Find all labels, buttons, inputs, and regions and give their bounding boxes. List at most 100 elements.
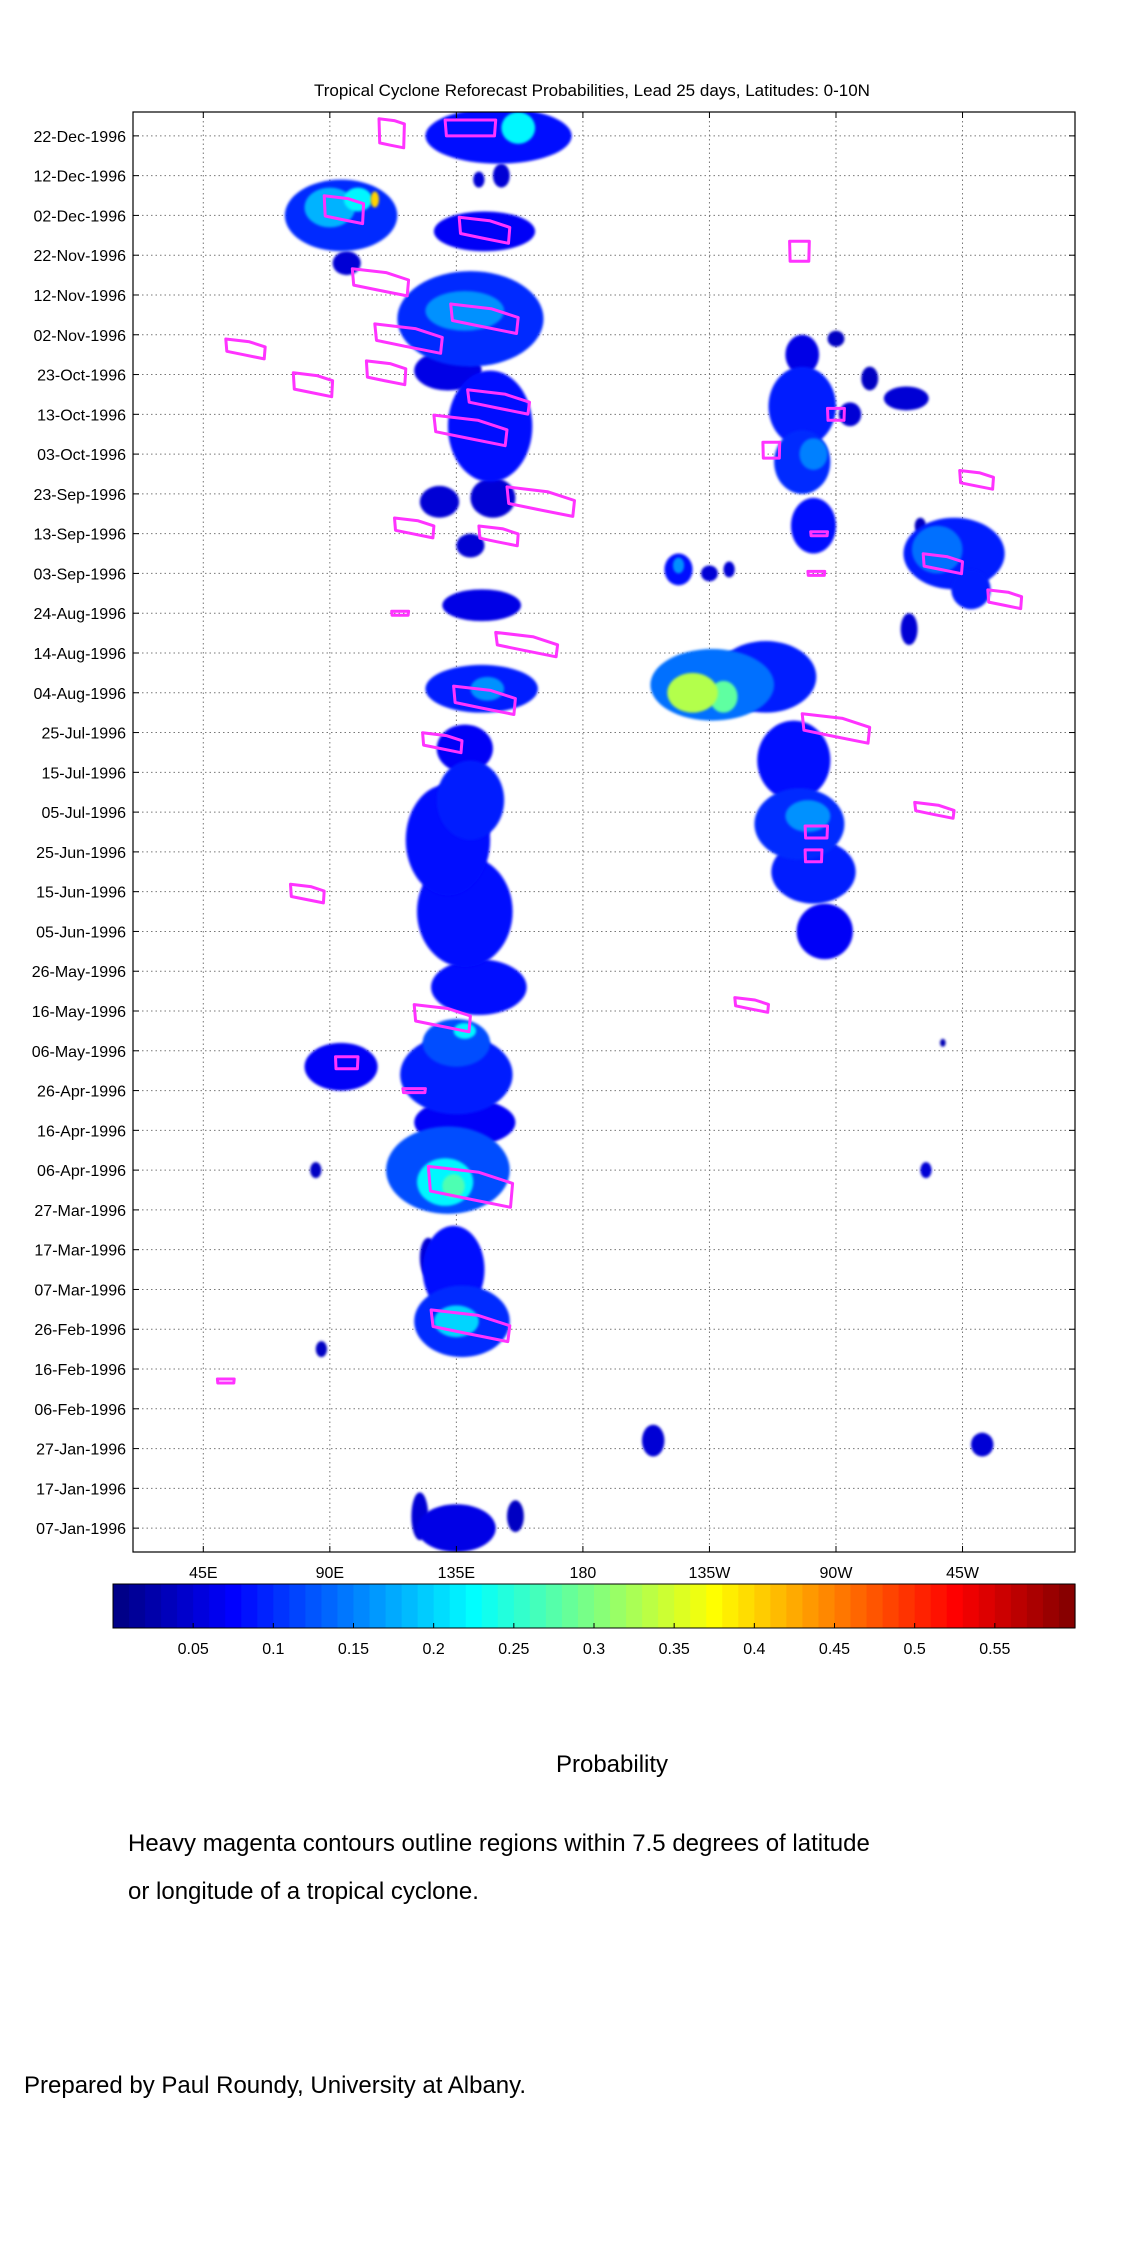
colorbar-swatch-32 (626, 1584, 643, 1628)
colorbar-swatch-25 (513, 1584, 531, 1628)
probability-blob-69 (900, 613, 918, 646)
probability-blob-56 (790, 497, 836, 554)
cyclone-contour-6 (449, 302, 520, 335)
cyclone-contour-20 (986, 588, 1024, 611)
cyclone-contour-11 (466, 388, 531, 416)
colorbar-swatch-43 (802, 1584, 820, 1628)
cyclone-contour-23 (800, 712, 872, 745)
y-tick-label-25: 16-Apr-1996 (37, 1123, 126, 1140)
colorbar-swatch-18 (401, 1584, 419, 1628)
probability-blob-65 (838, 402, 862, 427)
colorbar-swatch-10 (273, 1584, 290, 1628)
cyclone-contour-35 (215, 1377, 236, 1385)
cyclone-contour-26 (803, 824, 829, 840)
probability-blob-39 (332, 251, 361, 276)
probability-blob-64 (827, 330, 845, 347)
probability-blob-59 (672, 557, 685, 574)
y-tick-label-19: 15-Jun-1996 (36, 885, 126, 902)
probability-blob-38 (370, 191, 380, 208)
colorbar-swatch-38 (722, 1584, 739, 1628)
probability-blob-68 (951, 569, 991, 610)
colorbar-swatch-16 (369, 1584, 387, 1628)
y-tick-label-33: 27-Jan-1996 (36, 1442, 126, 1459)
probability-blob-18 (304, 1042, 378, 1091)
y-tick-label-10: 13-Sep-1996 (33, 527, 126, 544)
cyclone-contour-28 (289, 882, 326, 905)
cyclone-contour-14 (826, 406, 846, 422)
y-tick-label-0: 22-Dec-1996 (34, 129, 127, 146)
probability-blob-27 (456, 533, 485, 558)
y-tick-label-17: 05-Jul-1996 (42, 805, 127, 822)
colorbar-swatch-19 (417, 1584, 435, 1628)
y-tick-label-20: 05-Jun-1996 (36, 924, 126, 941)
probability-blob-26 (442, 589, 522, 622)
cyclone-contour-7 (373, 322, 444, 355)
colorbar-swatch-22 (465, 1584, 483, 1628)
colorbar-swatch-50 (914, 1584, 932, 1628)
y-tick-label-2: 02-Dec-1996 (34, 208, 127, 225)
cyclone-contour-5 (350, 267, 411, 298)
colorbar-swatch-35 (674, 1584, 691, 1628)
cyclone-contour-1 (443, 118, 498, 138)
x-tick-label-4: 135W (689, 1565, 732, 1582)
cyclone-contour-12 (432, 413, 509, 448)
colorbar-swatch-48 (882, 1584, 900, 1628)
probability-blob-48 (757, 720, 831, 801)
cyclone-contour-10 (364, 359, 408, 387)
colorbar-tick-label-5: 0.3 (583, 1641, 605, 1658)
caption-line-2: or longitude of a tropical cyclone. (128, 1878, 479, 1905)
colorbar-swatch-17 (385, 1584, 403, 1628)
colorbar-swatch-46 (850, 1584, 868, 1628)
probability-blob-43 (473, 171, 485, 188)
cyclone-contour-8 (224, 337, 267, 361)
y-tick-label-30: 26-Feb-1996 (34, 1322, 126, 1339)
y-tick-label-9: 23-Sep-1996 (33, 487, 126, 504)
colorbar-swatch-33 (642, 1584, 659, 1628)
probability-blob-67 (911, 525, 963, 574)
colorbar-swatch-14 (337, 1584, 355, 1628)
y-tick-label-35: 07-Jan-1996 (36, 1521, 126, 1538)
colorbar-swatch-41 (770, 1584, 787, 1628)
probability-blob-9 (315, 1341, 328, 1358)
y-tick-label-6: 23-Oct-1996 (37, 368, 126, 385)
y-tick-label-12: 24-Aug-1996 (33, 606, 126, 623)
probability-blob-3 (641, 1424, 665, 1457)
probability-blob-71 (920, 1162, 932, 1179)
probability-blob-63 (861, 366, 879, 391)
x-tick-label-6: 45W (946, 1565, 980, 1582)
axes: 22-Dec-1996 12-Dec-1996 02-Dec-1996 22-Nov-… (32, 111, 1076, 1582)
probability-blob-62 (883, 386, 929, 411)
probability-blob-40 (425, 112, 572, 164)
colorbar-tick-label-9: 0.5 (904, 1641, 926, 1658)
colorbar-tick-label-6: 0.35 (659, 1641, 690, 1658)
cyclone-contour-32 (401, 1087, 427, 1095)
probability-blob-50 (785, 800, 831, 832)
x-tick-label-0: 45E (189, 1565, 217, 1582)
x-tick-label-1: 90E (316, 1565, 344, 1582)
colorbar-swatch-27 (545, 1584, 563, 1628)
probability-blob-14 (310, 1162, 322, 1179)
colorbar-swatch-12 (305, 1584, 323, 1628)
colorbar-tick-label-3: 0.2 (423, 1641, 445, 1658)
plot-area (133, 112, 1075, 1552)
colorbar-tick-label-1: 0.1 (262, 1641, 284, 1658)
cyclone-contour-25 (913, 800, 956, 820)
probability-blob-29 (470, 477, 516, 518)
cyclone-contour-4 (788, 239, 811, 263)
colorbar-swatch-0 (113, 1584, 130, 1628)
colorbar-swatch-13 (321, 1584, 339, 1628)
cyclone-contour-9 (291, 371, 335, 399)
colorbar-swatch-57 (1026, 1584, 1044, 1628)
caption-line-1: Heavy magenta contours outline regions w… (128, 1830, 870, 1857)
probability-field (284, 112, 1005, 1552)
cyclone-contour-2 (322, 194, 366, 226)
probability-blob-42 (492, 163, 510, 188)
probability-blob-34 (433, 211, 536, 252)
colorbar-swatch-58 (1042, 1584, 1060, 1628)
colorbar-tick-label-10: 0.55 (979, 1641, 1010, 1658)
colorbar-tick-label-2: 0.15 (338, 1641, 369, 1658)
y-tick-label-7: 13-Oct-1996 (37, 407, 126, 424)
colorbar-label: Probability (556, 1751, 668, 1778)
colorbar-swatch-1 (129, 1584, 146, 1628)
x-tick-label-2: 135E (438, 1565, 475, 1582)
